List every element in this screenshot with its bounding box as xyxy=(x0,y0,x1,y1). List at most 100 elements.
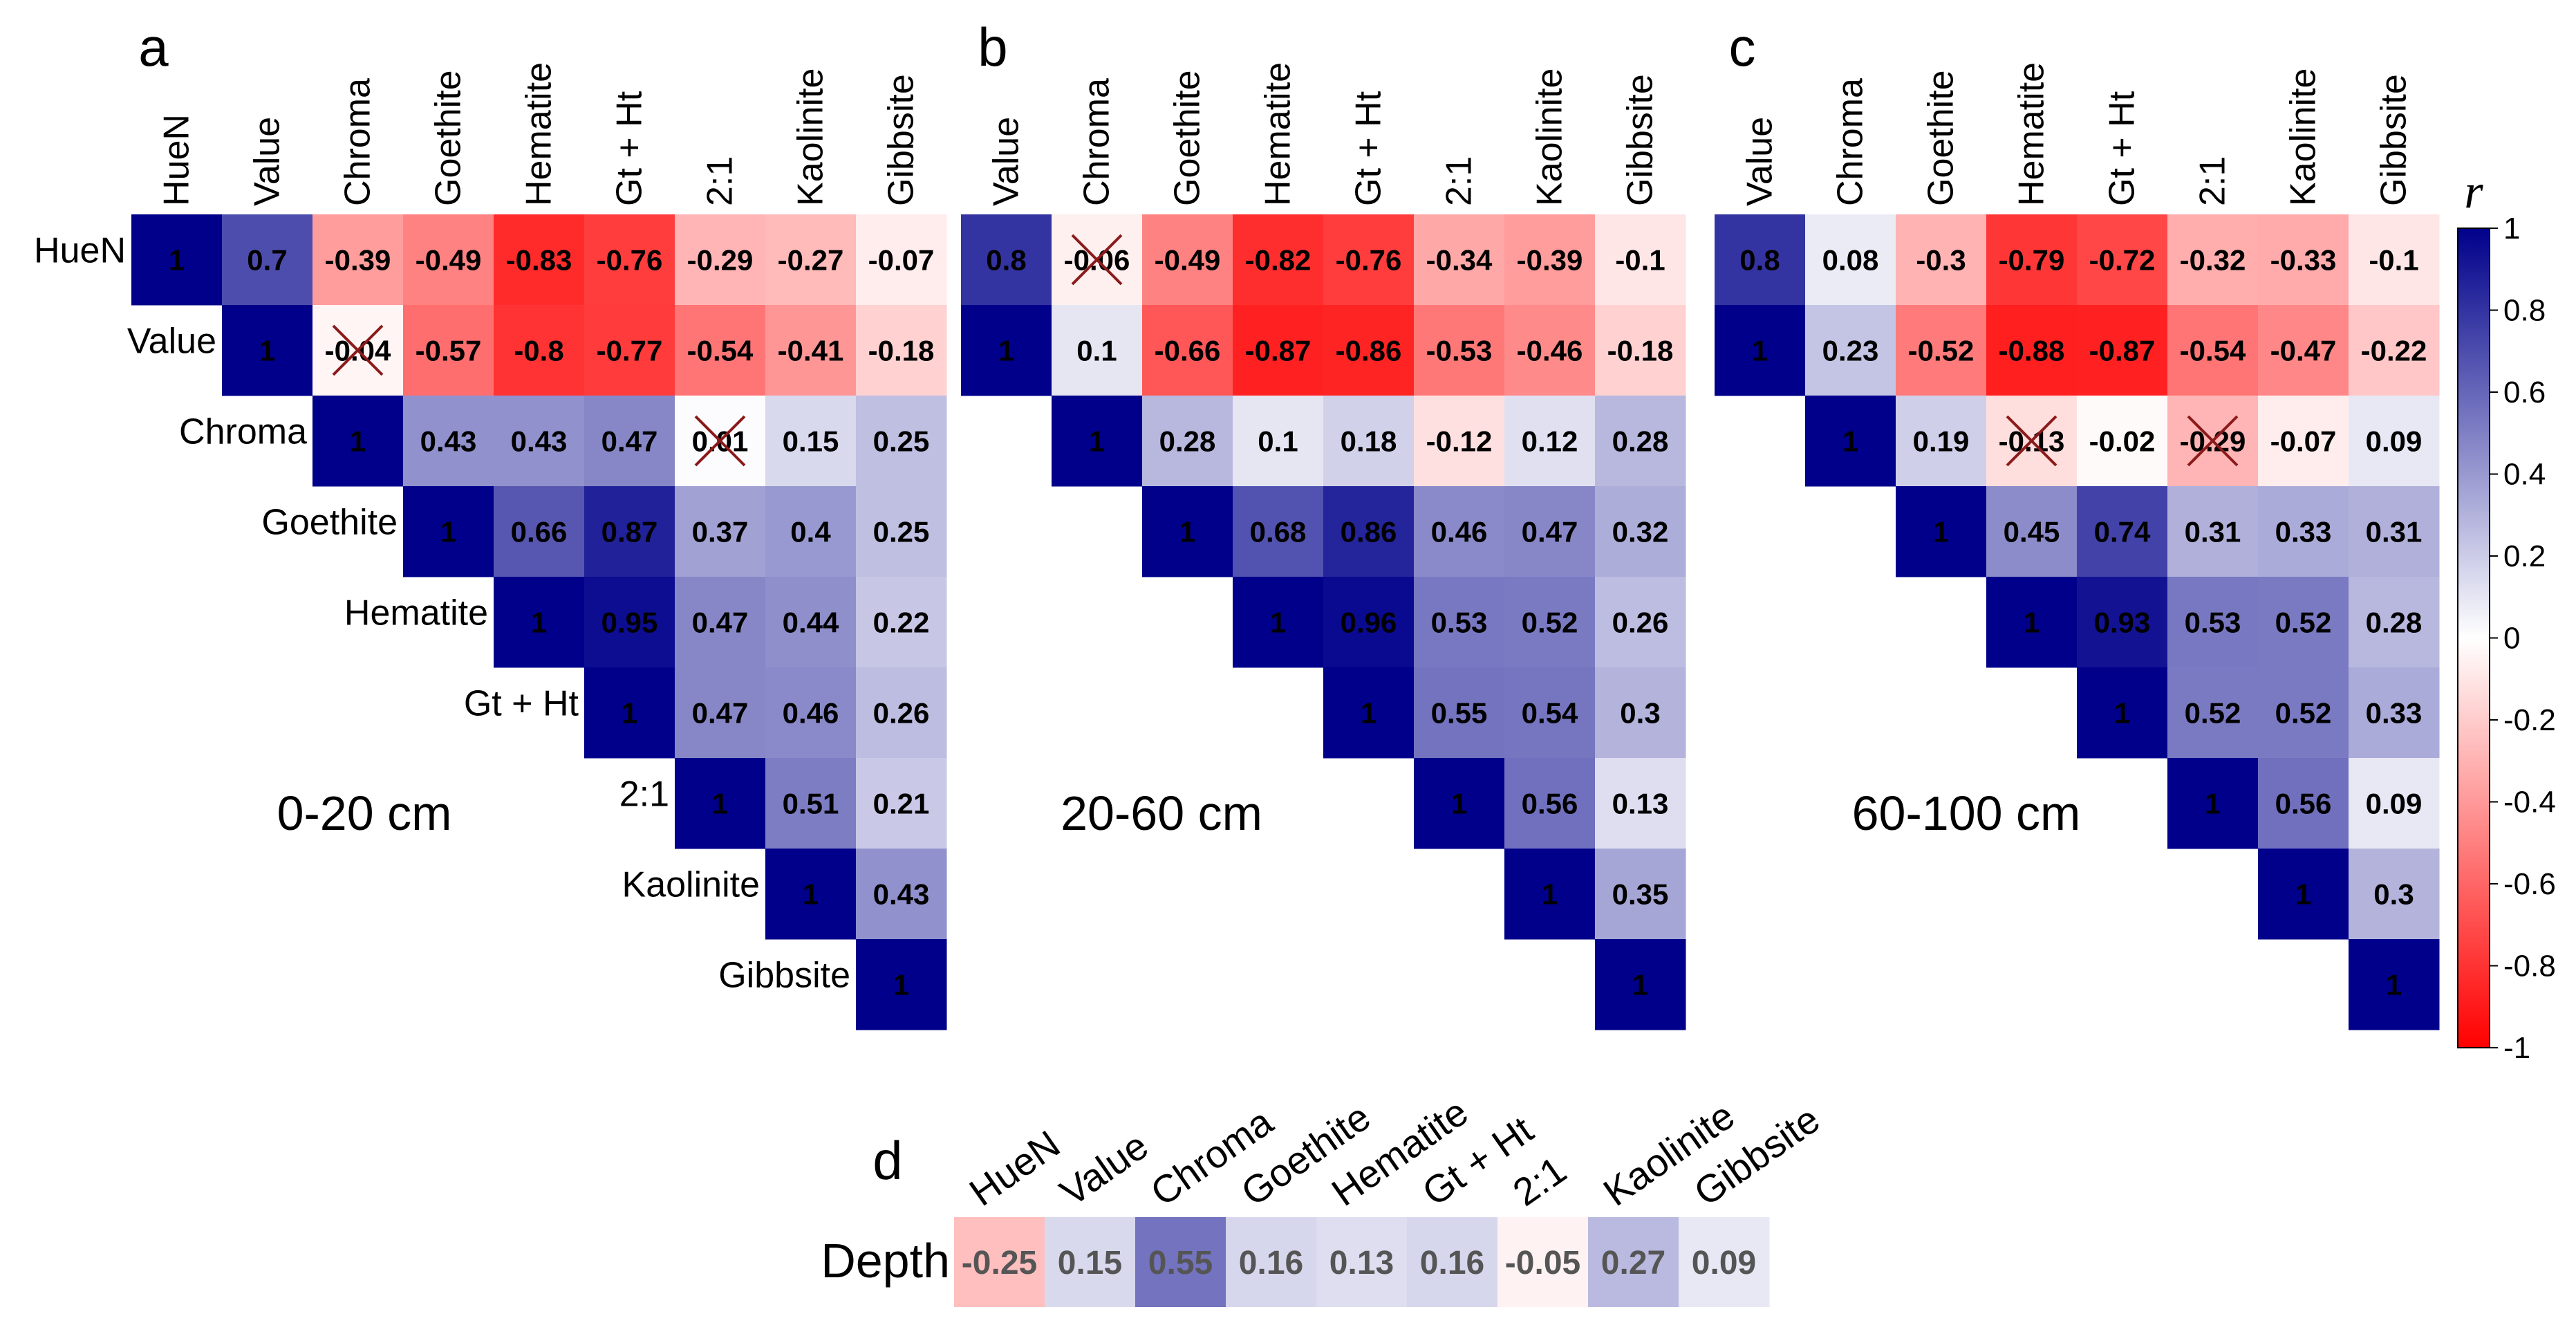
cell-value: 1 xyxy=(259,335,275,367)
column-label: Gibbsite xyxy=(2374,74,2414,206)
heatmap-cell xyxy=(1142,305,1233,396)
heatmap-cell xyxy=(1233,396,1324,487)
column-label: Goethite xyxy=(429,70,469,206)
heatmap-cell xyxy=(1805,396,1896,487)
heatmap-cell xyxy=(1323,486,1415,577)
cell-value: 1 xyxy=(1089,425,1105,458)
cell-value: 0.25 xyxy=(873,516,930,548)
heatmap-cell xyxy=(2258,849,2349,940)
colorbar-tick-label: -0.8 xyxy=(2503,950,2556,983)
cell-value: -0.18 xyxy=(1607,335,1674,367)
cell-value: 0.28 xyxy=(2366,606,2423,639)
cell-value: 1 xyxy=(893,969,909,1001)
heatmap-cell xyxy=(2258,214,2349,306)
column-label: Gt + Ht xyxy=(2102,91,2143,206)
cell-value: -0.52 xyxy=(1908,335,1975,367)
cell-value: 1 xyxy=(531,606,547,639)
column-label: Gibbsite xyxy=(1621,74,1661,206)
heatmap-cell xyxy=(765,214,857,306)
heatmap-cell xyxy=(584,305,675,396)
heatmap-cell xyxy=(1323,214,1415,306)
heatmap-cell xyxy=(1052,396,1143,487)
heatmap-cell xyxy=(1316,1217,1408,1307)
heatmap-cell xyxy=(765,577,857,668)
cell-value: 1 xyxy=(712,788,728,820)
column-label: Kaolinite xyxy=(1530,68,1570,206)
cell-value: 1 xyxy=(622,697,637,730)
panel-letter-c: c xyxy=(1729,17,1756,77)
heatmap-cell xyxy=(1323,305,1415,396)
cell-value: 1 xyxy=(803,878,819,911)
colorbar-tick-label: 0.6 xyxy=(2503,376,2546,409)
cross-mark xyxy=(2006,415,2057,467)
cell-value: 0.28 xyxy=(1159,425,1216,458)
cell-value: 1 xyxy=(169,244,185,277)
heatmap-cell xyxy=(2077,305,2168,396)
heatmap-cell xyxy=(2349,577,2440,668)
heatmap-cell xyxy=(2167,214,2259,306)
row-label: 2:1 xyxy=(619,775,669,815)
column-label: Goethite xyxy=(1921,70,1961,206)
cell-value: -0.12 xyxy=(1426,425,1493,458)
cell-value: -0.34 xyxy=(1426,244,1493,277)
heatmap-cell xyxy=(856,577,947,668)
cell-value: 1 xyxy=(440,516,456,548)
row-label: HueN xyxy=(34,231,126,271)
cell-value: 0.86 xyxy=(1341,516,1397,548)
cell-value: -0.47 xyxy=(2270,335,2337,367)
heatmap-cell xyxy=(1595,577,1686,668)
heatmap-cell xyxy=(2077,214,2168,306)
column-label: Chroma xyxy=(1077,78,1117,206)
heatmap-cell xyxy=(584,486,675,577)
cell-value: 0.1 xyxy=(1076,335,1117,367)
heatmap-cell xyxy=(1595,396,1686,487)
cell-value: 1 xyxy=(1179,516,1195,548)
cell-value: 0.31 xyxy=(2366,516,2423,548)
cell-value: -0.54 xyxy=(687,335,754,367)
heatmap-cell xyxy=(675,214,766,306)
heatmap-cell xyxy=(2167,305,2259,396)
cell-value: -0.87 xyxy=(2089,335,2156,367)
heatmap-cell xyxy=(2349,758,2440,849)
cell-value: 1 xyxy=(2024,606,2040,639)
heatmap-cell xyxy=(856,214,947,306)
cell-value: -0.22 xyxy=(2361,335,2427,367)
cell-value: 0.95 xyxy=(601,606,658,639)
heatmap-cell xyxy=(1142,396,1233,487)
cell-value: 0.18 xyxy=(1341,425,1397,458)
cell-value: 0.53 xyxy=(1431,606,1488,639)
column-label: Chroma xyxy=(1831,78,1871,206)
cell-value: -0.1 xyxy=(2369,244,2418,277)
colorbar-tick-label: 0.8 xyxy=(2503,294,2546,328)
cell-value: -0.33 xyxy=(2270,244,2337,277)
cell-value: 0.55 xyxy=(1431,697,1488,730)
cell-value: -0.32 xyxy=(2180,244,2246,277)
cell-value: 0.4 xyxy=(790,516,831,548)
cell-value: 0.09 xyxy=(2366,788,2423,820)
cell-value: -0.02 xyxy=(2089,425,2156,458)
cell-value: 0.74 xyxy=(2094,516,2151,548)
heatmap-cell xyxy=(494,214,585,306)
heatmap-cell xyxy=(2349,396,2440,487)
cell-value: 0.56 xyxy=(2275,788,2332,820)
heatmap-cell xyxy=(1896,305,1987,396)
heatmap-cell xyxy=(2258,305,2349,396)
heatmap-cell xyxy=(2349,939,2440,1030)
depth-title: 60-100 cm xyxy=(1852,786,2081,840)
heatmap-cell xyxy=(1504,758,1596,849)
cell-value: 0.31 xyxy=(2185,516,2241,548)
column-label: Value xyxy=(248,117,288,206)
cell-value: 0.3 xyxy=(1620,697,1660,730)
row-label: Chroma xyxy=(179,412,307,452)
heatmap-cell xyxy=(1504,849,1596,940)
colorbar-gradient xyxy=(2457,228,2490,1048)
panel-b: b Value Chroma Goethite Hematite Gt + Ht 2:1 Ka… xyxy=(961,17,1686,1030)
heatmap-cell xyxy=(1504,214,1596,306)
cell-value: 0.12 xyxy=(1522,425,1578,458)
heatmap-cell xyxy=(1233,577,1324,668)
cell-value: 0.3 xyxy=(2373,878,2414,911)
colorbar-tick-label: 0.2 xyxy=(2503,539,2546,573)
cell-value: 0.52 xyxy=(2275,606,2332,639)
row-label: Gt + Ht xyxy=(464,684,579,724)
cell-value: 0.15 xyxy=(783,425,839,458)
